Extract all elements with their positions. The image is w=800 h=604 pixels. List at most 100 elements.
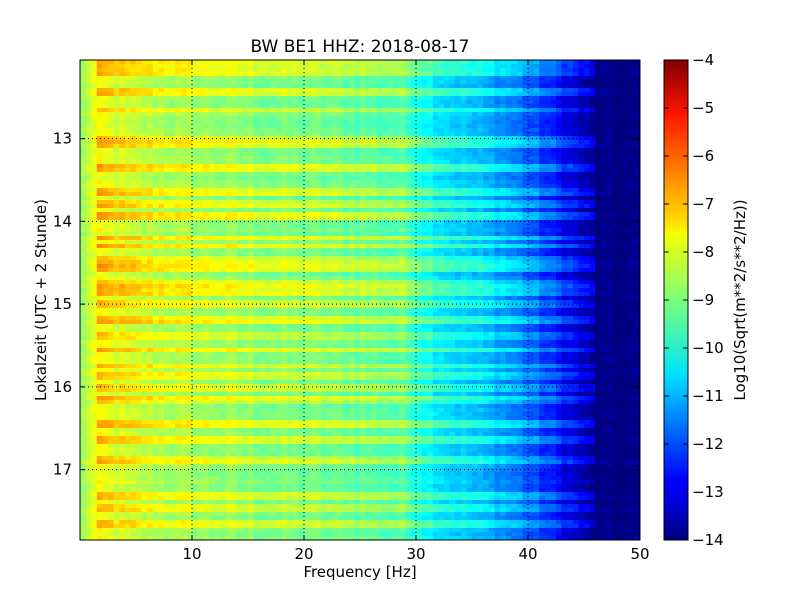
heatmap-cell bbox=[315, 256, 322, 261]
heatmap-cell bbox=[483, 184, 490, 189]
heatmap-cell bbox=[287, 152, 294, 157]
heatmap-cell bbox=[578, 224, 585, 229]
heatmap-cell bbox=[365, 100, 372, 105]
heatmap-cell bbox=[242, 208, 249, 213]
heatmap-cell bbox=[85, 240, 92, 245]
heatmap-cell bbox=[203, 212, 210, 217]
heatmap-cell bbox=[180, 68, 187, 73]
heatmap-cell bbox=[309, 148, 316, 153]
heatmap-cell bbox=[136, 92, 143, 97]
heatmap-cell bbox=[175, 144, 182, 149]
heatmap-cell bbox=[578, 200, 585, 205]
heatmap-cell bbox=[119, 68, 126, 73]
heatmap-cell bbox=[276, 168, 283, 173]
heatmap-cell bbox=[472, 100, 479, 105]
heatmap-cell bbox=[382, 104, 389, 109]
heatmap-cell bbox=[500, 68, 507, 73]
heatmap-cell bbox=[259, 76, 266, 81]
heatmap-cell bbox=[572, 124, 579, 129]
heatmap-cell bbox=[388, 96, 395, 101]
heatmap-cell bbox=[175, 152, 182, 157]
heatmap-cell bbox=[337, 68, 344, 73]
heatmap-cell bbox=[606, 132, 613, 137]
heatmap-cell bbox=[617, 88, 624, 93]
heatmap-cell bbox=[281, 224, 288, 229]
heatmap-cell bbox=[292, 188, 299, 193]
heatmap-cell bbox=[488, 180, 495, 185]
heatmap-cell bbox=[505, 212, 512, 217]
heatmap-cell bbox=[220, 200, 227, 205]
heatmap-cell bbox=[567, 248, 574, 253]
heatmap-cell bbox=[399, 180, 406, 185]
heatmap-cell bbox=[164, 156, 171, 161]
heatmap-cell bbox=[354, 204, 361, 209]
heatmap-cell bbox=[164, 152, 171, 157]
heatmap-cell bbox=[304, 108, 311, 113]
heatmap-cell bbox=[264, 240, 271, 245]
heatmap-cell bbox=[147, 104, 154, 109]
heatmap-cell bbox=[500, 148, 507, 153]
heatmap-cell bbox=[192, 64, 199, 69]
spectrogram-cells bbox=[80, 60, 640, 540]
heatmap-cell bbox=[343, 68, 350, 73]
heatmap-cell bbox=[483, 228, 490, 233]
heatmap-cell bbox=[556, 224, 563, 229]
heatmap-cell bbox=[388, 240, 395, 245]
heatmap-cell bbox=[432, 216, 439, 221]
heatmap-cell bbox=[595, 184, 602, 189]
heatmap-cell bbox=[360, 84, 367, 89]
heatmap-cell bbox=[248, 120, 255, 125]
heatmap-cell bbox=[416, 240, 423, 245]
heatmap-cell bbox=[337, 84, 344, 89]
heatmap-cell bbox=[298, 176, 305, 181]
heatmap-cell bbox=[225, 236, 232, 241]
heatmap-cell bbox=[488, 152, 495, 157]
heatmap-cell bbox=[612, 180, 619, 185]
heatmap-cell bbox=[304, 132, 311, 137]
heatmap-cell bbox=[376, 128, 383, 133]
heatmap-cell bbox=[371, 200, 378, 205]
heatmap-cell bbox=[119, 236, 126, 241]
heatmap-cell bbox=[175, 68, 182, 73]
heatmap-cell bbox=[158, 160, 165, 165]
heatmap-cell bbox=[208, 132, 215, 137]
heatmap-cell bbox=[522, 196, 529, 201]
heatmap-cell bbox=[360, 164, 367, 169]
heatmap-cell bbox=[628, 116, 635, 121]
heatmap-cell bbox=[164, 112, 171, 117]
heatmap-cell bbox=[287, 116, 294, 121]
heatmap-cell bbox=[578, 164, 585, 169]
heatmap-cell bbox=[600, 80, 607, 85]
heatmap-cell bbox=[556, 132, 563, 137]
heatmap-cell bbox=[567, 156, 574, 161]
heatmap-cell bbox=[343, 64, 350, 69]
heatmap-cell bbox=[584, 164, 591, 169]
heatmap-cell bbox=[96, 80, 103, 85]
heatmap-cell bbox=[612, 236, 619, 241]
heatmap-cell bbox=[516, 236, 523, 241]
heatmap-cell bbox=[444, 256, 451, 261]
heatmap-cell bbox=[460, 144, 467, 149]
heatmap-cell bbox=[376, 80, 383, 85]
heatmap-cell bbox=[270, 208, 277, 213]
heatmap-cell bbox=[589, 244, 596, 249]
heatmap-cell bbox=[449, 144, 456, 149]
heatmap-cell bbox=[606, 172, 613, 177]
heatmap-cell bbox=[388, 156, 395, 161]
heatmap-cell bbox=[410, 248, 417, 253]
heatmap-cell bbox=[214, 64, 221, 69]
heatmap-cell bbox=[455, 68, 462, 73]
heatmap-cell bbox=[124, 180, 131, 185]
heatmap-cell bbox=[208, 116, 215, 121]
heatmap-cell bbox=[203, 180, 210, 185]
heatmap-cell bbox=[483, 212, 490, 217]
heatmap-cell bbox=[175, 212, 182, 217]
heatmap-cell bbox=[326, 112, 333, 117]
heatmap-cell bbox=[466, 172, 473, 177]
heatmap-cell bbox=[236, 160, 243, 165]
heatmap-cell bbox=[248, 152, 255, 157]
heatmap-cell bbox=[438, 220, 445, 225]
heatmap-cell bbox=[376, 164, 383, 169]
heatmap-cell bbox=[393, 156, 400, 161]
heatmap-cell bbox=[399, 132, 406, 137]
